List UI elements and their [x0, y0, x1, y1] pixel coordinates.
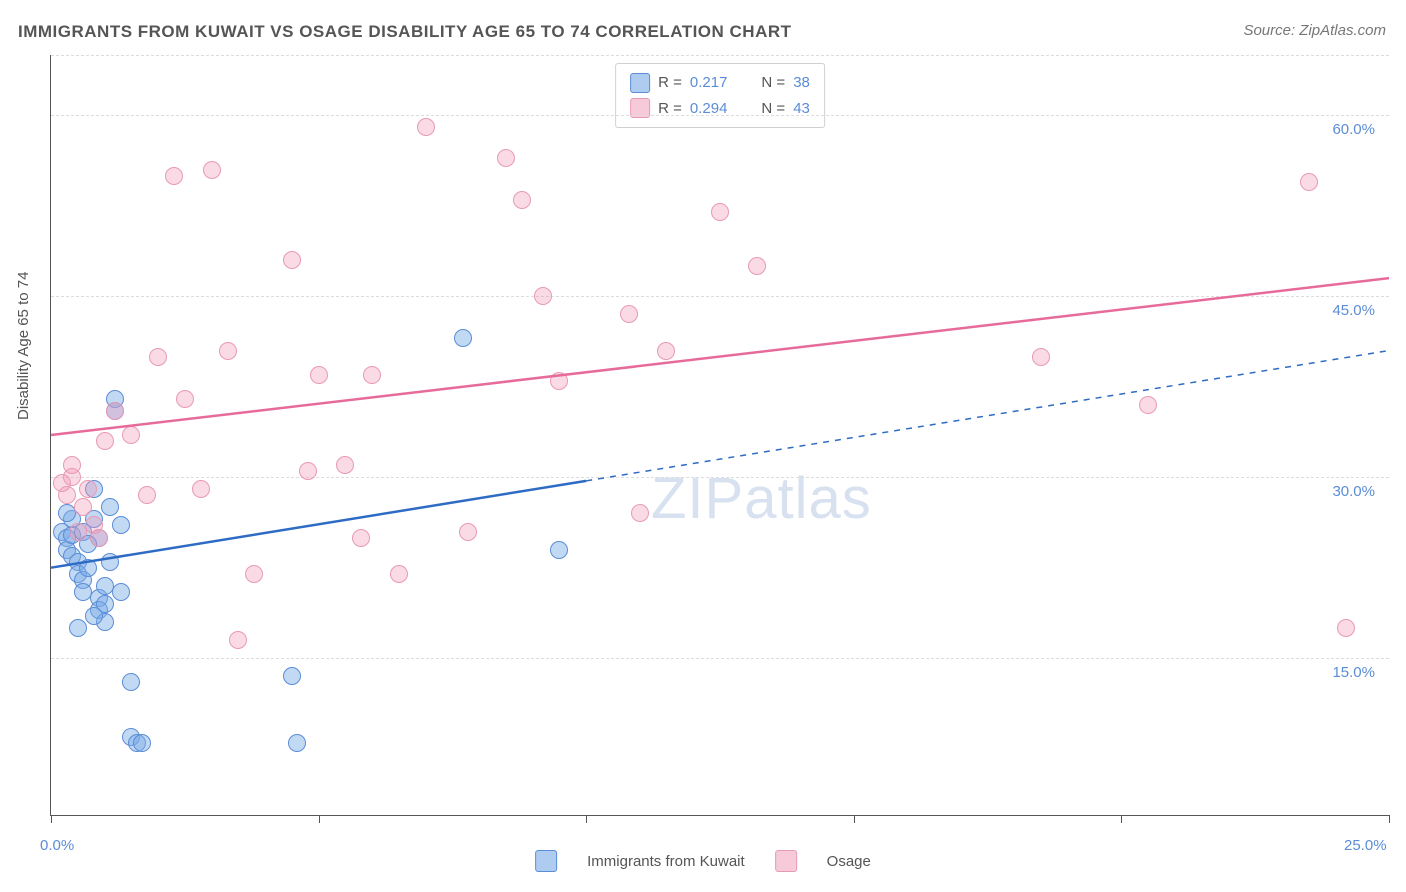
- y-tick-label: 45.0%: [1332, 302, 1375, 319]
- y-tick-label: 60.0%: [1332, 121, 1375, 138]
- data-point: [513, 191, 531, 209]
- gridline: [51, 658, 1389, 659]
- legend-n-value: 38: [793, 70, 810, 96]
- gridline: [51, 296, 1389, 297]
- data-point: [711, 203, 729, 221]
- data-point: [79, 559, 97, 577]
- legend-label-kuwait: Immigrants from Kuwait: [587, 853, 745, 870]
- trend-line-dashed: [586, 351, 1389, 481]
- data-point: [133, 734, 151, 752]
- gridline: [51, 55, 1389, 56]
- data-point: [459, 523, 477, 541]
- data-point: [1300, 173, 1318, 191]
- data-point: [192, 480, 210, 498]
- data-point: [631, 504, 649, 522]
- x-tick-label: 25.0%: [1344, 837, 1387, 854]
- trend-line-solid: [51, 481, 586, 568]
- data-point: [497, 149, 515, 167]
- data-point: [417, 118, 435, 136]
- data-point: [390, 565, 408, 583]
- legend-swatch-kuwait: [535, 850, 557, 872]
- watermark-bold: ZIP: [651, 466, 744, 531]
- data-point: [79, 480, 97, 498]
- data-point: [69, 619, 87, 637]
- data-point: [283, 251, 301, 269]
- y-tick-label: 15.0%: [1332, 664, 1375, 681]
- legend-r-label: R =: [658, 70, 682, 96]
- data-point: [112, 516, 130, 534]
- data-point: [454, 329, 472, 347]
- data-point: [58, 486, 76, 504]
- data-point: [219, 342, 237, 360]
- trend-lines: [51, 55, 1389, 815]
- data-point: [1337, 619, 1355, 637]
- stats-legend: R = 0.217 N = 38 R = 0.294 N = 43: [615, 63, 825, 128]
- data-point: [620, 305, 638, 323]
- data-point: [101, 553, 119, 571]
- data-point: [748, 257, 766, 275]
- data-point: [310, 366, 328, 384]
- legend-n-label: N =: [761, 96, 785, 122]
- data-point: [106, 402, 124, 420]
- y-tick-label: 30.0%: [1332, 483, 1375, 500]
- data-point: [1139, 396, 1157, 414]
- data-point: [352, 529, 370, 547]
- data-point: [63, 468, 81, 486]
- data-point: [122, 426, 140, 444]
- chart-title: IMMIGRANTS FROM KUWAIT VS OSAGE DISABILI…: [18, 22, 792, 42]
- data-point: [203, 161, 221, 179]
- data-point: [112, 583, 130, 601]
- data-point: [245, 565, 263, 583]
- data-point: [165, 167, 183, 185]
- data-point: [138, 486, 156, 504]
- data-point: [1032, 348, 1050, 366]
- data-point: [96, 432, 114, 450]
- gridline: [51, 477, 1389, 478]
- x-tick: [1389, 815, 1390, 823]
- data-point: [122, 673, 140, 691]
- data-point: [90, 529, 108, 547]
- data-point: [534, 287, 552, 305]
- data-point: [101, 498, 119, 516]
- data-point: [288, 734, 306, 752]
- y-axis-label: Disability Age 65 to 74: [15, 272, 32, 420]
- x-tick: [586, 815, 587, 823]
- gridline: [51, 115, 1389, 116]
- data-point: [229, 631, 247, 649]
- legend-swatch: [630, 73, 650, 93]
- legend-row: R = 0.217 N = 38: [630, 70, 810, 96]
- data-point: [550, 541, 568, 559]
- x-tick: [1121, 815, 1122, 823]
- data-point: [550, 372, 568, 390]
- watermark: ZIPatlas: [651, 465, 872, 532]
- legend-row: R = 0.294 N = 43: [630, 96, 810, 122]
- x-tick: [854, 815, 855, 823]
- x-tick-label: 0.0%: [40, 837, 74, 854]
- series-legend: Immigrants from Kuwait Osage: [535, 850, 871, 872]
- legend-r-value: 0.294: [690, 96, 728, 122]
- source-credit: Source: ZipAtlas.com: [1243, 22, 1386, 39]
- watermark-thin: atlas: [744, 466, 872, 531]
- legend-r-label: R =: [658, 96, 682, 122]
- legend-r-value: 0.217: [690, 70, 728, 96]
- legend-swatch-osage: [775, 850, 797, 872]
- legend-n-label: N =: [761, 70, 785, 96]
- x-tick: [51, 815, 52, 823]
- data-point: [283, 667, 301, 685]
- legend-n-value: 43: [793, 96, 810, 122]
- trend-line-solid: [51, 278, 1389, 435]
- legend-label-osage: Osage: [827, 853, 871, 870]
- x-tick: [319, 815, 320, 823]
- plot-area: ZIPatlas R = 0.217 N = 38 R = 0.294 N = 43 15.0…: [50, 55, 1389, 816]
- data-point: [657, 342, 675, 360]
- data-point: [336, 456, 354, 474]
- data-point: [363, 366, 381, 384]
- data-point: [149, 348, 167, 366]
- data-point: [176, 390, 194, 408]
- data-point: [85, 607, 103, 625]
- data-point: [74, 498, 92, 516]
- data-point: [299, 462, 317, 480]
